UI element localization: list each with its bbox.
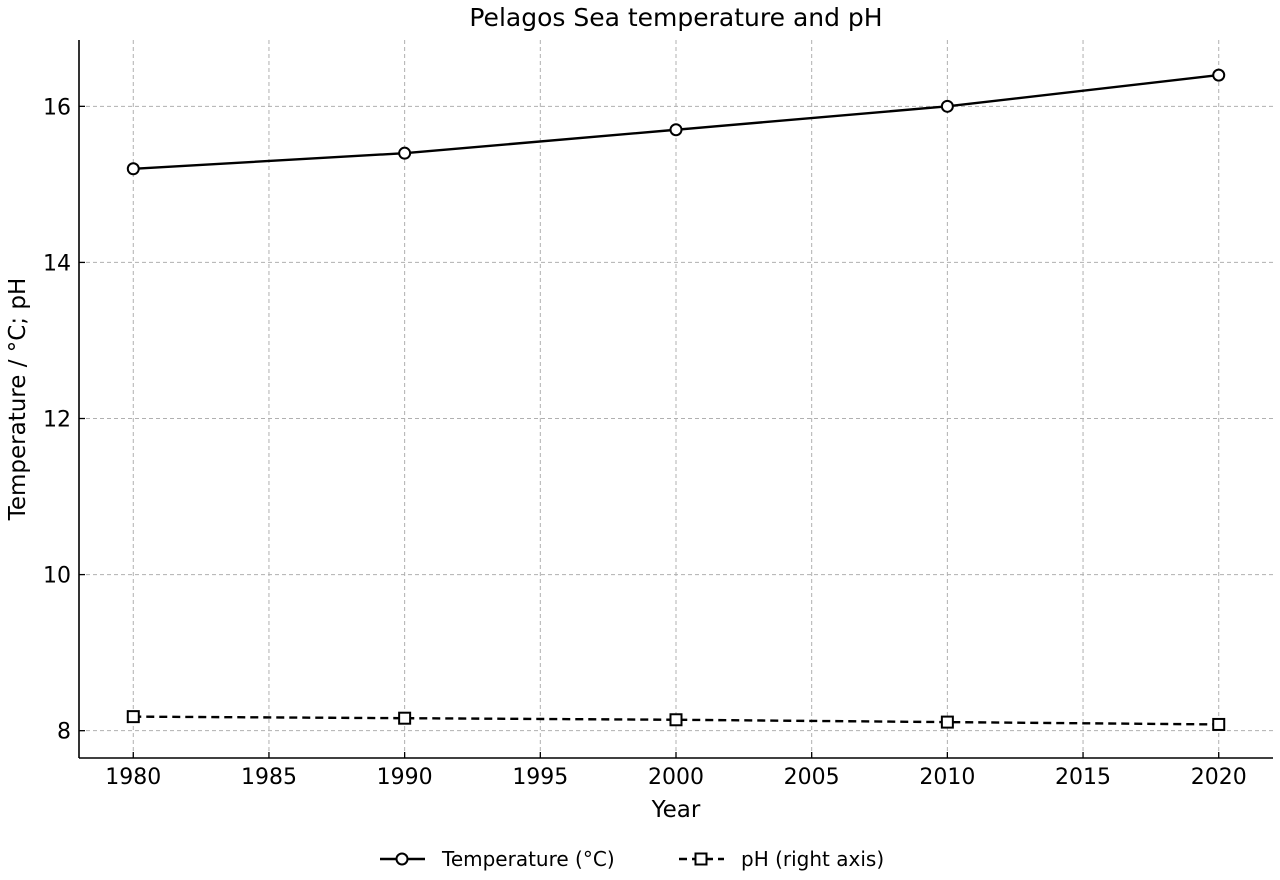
temperature-point — [1212, 68, 1226, 82]
y-tick-label: 14 — [43, 251, 71, 276]
y-tick-label: 12 — [43, 408, 71, 433]
chart-title: Pelagos Sea temperature and pH — [469, 3, 882, 32]
x-tick-label: 1995 — [512, 765, 568, 790]
legend-marker-square — [694, 852, 708, 866]
x-tick-label: 2000 — [648, 765, 704, 790]
legend-label-temperature: Temperature (°C) — [441, 847, 615, 871]
legend-marker-circle — [395, 852, 409, 866]
grid-lines — [79, 40, 1273, 758]
y-axis-title: Temperature / °C; pH — [5, 278, 31, 522]
x-tick-label: 2010 — [919, 765, 975, 790]
axes — [78, 40, 1273, 759]
series-lines — [126, 68, 1226, 731]
tick-labels: 1980 1985 1990 1995 2000 2005 2010 2015 2020 8 10 1… — [43, 95, 1247, 790]
temperature-point — [398, 146, 412, 160]
temperature-point — [126, 162, 140, 176]
y-tick-label: 8 — [57, 720, 71, 745]
legend: Temperature (°C) pH (right axis) — [380, 847, 884, 871]
x-tick-label: 1980 — [105, 765, 161, 790]
x-tick-label: 2005 — [784, 765, 840, 790]
temperature-point — [669, 123, 683, 137]
ph-point — [1212, 717, 1226, 731]
ph-point — [940, 715, 954, 729]
x-tick-label: 2015 — [1055, 765, 1111, 790]
y-tick-label: 10 — [43, 564, 71, 589]
ph-point — [669, 713, 683, 727]
temperature-point — [940, 99, 954, 113]
x-tick-label: 1990 — [377, 765, 433, 790]
legend-label-ph: pH (right axis) — [741, 847, 884, 871]
ph-point — [126, 710, 140, 724]
x-axis-title: Year — [651, 797, 701, 823]
series-line-ph — [133, 715, 1219, 726]
ph-point — [398, 711, 412, 725]
x-tick-label: 1985 — [241, 765, 297, 790]
y-tick-label: 16 — [43, 95, 71, 120]
x-tick-label: 2020 — [1191, 765, 1247, 790]
